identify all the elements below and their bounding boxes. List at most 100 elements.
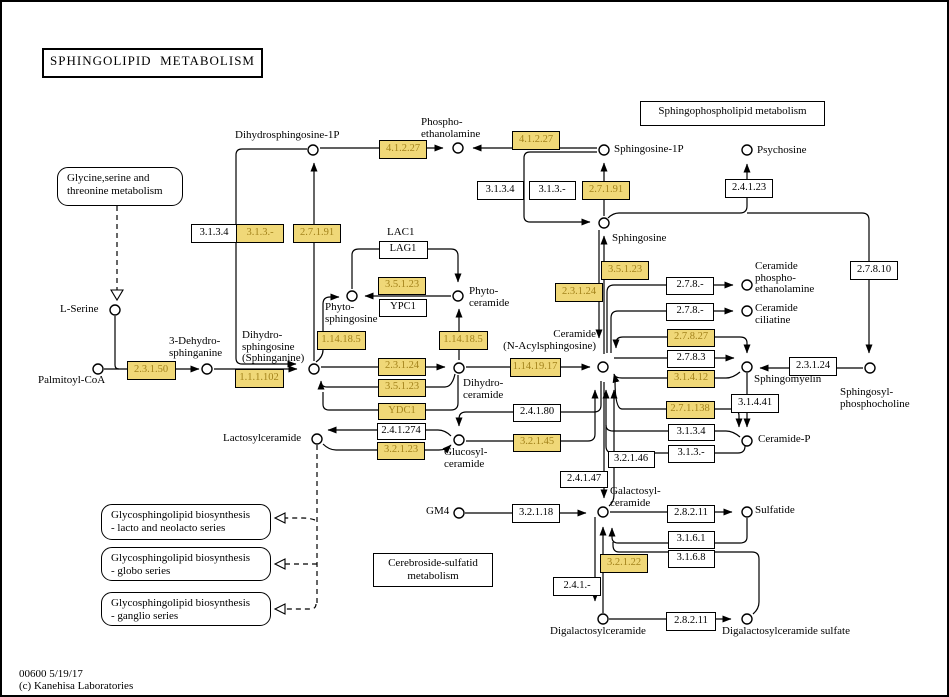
- compound-node-lactosylceramide[interactable]: [311, 433, 323, 445]
- enzyme-box-ypc1[interactable]: YPC1: [379, 299, 427, 317]
- pathway-link-sphingophospholipid-metabolism[interactable]: Sphingophospholipid metabolism: [640, 101, 825, 126]
- compound-label-dihydroceramide-line1: Dihydro-: [463, 377, 504, 389]
- compound-node-gm4[interactable]: [453, 507, 465, 519]
- pathway-link-glycosphingolipid-biosynthesis-globo-line2: - globo series: [111, 564, 171, 577]
- enzyme-box-3-1-3[interactable]: 3.1.3.-: [528, 180, 576, 200]
- pathway-link-glycosphingolipid-biosynthesis-lacto[interactable]: Glycosphingolipid biosynthesis - lacto an…: [101, 504, 271, 540]
- compound-node-sphingomyelin[interactable]: [741, 361, 753, 373]
- compound-node-sphingosine-1p[interactable]: [598, 144, 610, 156]
- compound-label-galactosylceramide-line1: Galactosyl-: [610, 485, 661, 497]
- enzyme-box-2-4-1-23[interactable]: 2.4.1.23: [725, 178, 773, 198]
- enzyme-box-3-1-3[interactable]: 3.1.3.-: [236, 223, 284, 243]
- compound-node-psychosine[interactable]: [741, 144, 753, 156]
- enzyme-box-3-1-3-4[interactable]: 3.1.3.4: [476, 180, 524, 200]
- enzyme-box-2-3-1-24[interactable]: 2.3.1.24: [555, 282, 603, 302]
- compound-label-galactosylceramide-line2: ceramide: [610, 496, 651, 509]
- enzyme-box-4-1-2-27[interactable]: 4.1.2.27: [379, 139, 427, 159]
- pathway-link-glycine-serine-threonine-metabolism[interactable]: Glycine,serine and threonine metabolism: [57, 167, 183, 206]
- enzyme-box-lag1[interactable]: LAG1: [378, 241, 428, 259]
- enzyme-box-2-7-1-91[interactable]: 2.7.1.91: [582, 180, 630, 200]
- pathway-link-sphingophospholipid-metabolism-line1: Sphingophospholipid metabolism: [658, 105, 807, 117]
- compound-label-sphingomyelin-line1: Sphingomyelin: [754, 373, 822, 385]
- compound-label-ceramide-line2: (N-Acylsphingosine): [503, 339, 596, 352]
- compound-node-phytoceramide[interactable]: [452, 290, 464, 302]
- enzyme-box-2-4-1-47[interactable]: 2.4.1.47: [560, 470, 608, 488]
- enzyme-box-2-8-2-11[interactable]: 2.8.2.11: [666, 611, 716, 631]
- compound-label-sphingosine-line1: Sphingosine: [612, 232, 667, 244]
- compound-label-ceramide-p-line1: Ceramide-P: [758, 433, 811, 445]
- enzyme-box-2-7-8-3[interactable]: 2.7.8.3: [667, 350, 715, 368]
- pathway-link-glycosphingolipid-biosynthesis-ganglio-line1: Glycosphingolipid biosynthesis: [111, 597, 251, 609]
- enzyme-box-2-8-2-11[interactable]: 2.8.2.11: [667, 505, 715, 523]
- compound-label-phospho-ethanolamine-line1: Phospho-: [421, 116, 463, 128]
- enzyme-box-3-2-1-46[interactable]: 3.2.1.46: [607, 450, 655, 468]
- compound-label-phytosphingosine-line2: sphingosine: [325, 312, 378, 325]
- footer-pathway-id: 00600 5/19/17: [19, 668, 83, 680]
- compound-node-ceramide[interactable]: [597, 361, 609, 373]
- compound-label-phytoceramide-line2: ceramide: [469, 296, 510, 309]
- enzyme-box-3-5-1-23[interactable]: 3.5.1.23: [378, 277, 426, 295]
- compound-label-gm4-line1: GM4: [426, 505, 450, 517]
- compound-node-ceramide-phosphoethanolamine[interactable]: [741, 279, 753, 291]
- enzyme-box-3-2-1-18[interactable]: 3.2.1.18: [512, 503, 560, 523]
- compound-label-ceramide-ciliatine-line2: ciliatine: [755, 313, 791, 326]
- compound-node-dihydrosphingosine-1p[interactable]: [307, 144, 319, 156]
- pathway-link-glycosphingolipid-biosynthesis-globo[interactable]: Glycosphingolipid biosynthesis - globo se…: [101, 547, 271, 581]
- enzyme-box-2-7-8[interactable]: 2.7.8.-: [666, 303, 714, 321]
- enzyme-box-3-1-6-8[interactable]: 3.1.6.8: [667, 550, 715, 568]
- enzyme-box-1-14-18-5[interactable]: 1.14.18.5: [316, 330, 366, 350]
- edge: [602, 389, 746, 454]
- compound-node-sphingosine[interactable]: [598, 217, 610, 229]
- enzyme-box-ydc1[interactable]: YDC1: [378, 402, 426, 420]
- compound-node-dihydrosphingosine[interactable]: [308, 363, 320, 375]
- enzyme-box-3-5-1-23[interactable]: 3.5.1.23: [601, 260, 649, 280]
- compound-node-phytosphingosine[interactable]: [346, 290, 358, 302]
- enzyme-box-2-7-1-138[interactable]: 2.7.1.138: [665, 401, 715, 419]
- enzyme-box-2-3-1-50[interactable]: 2.3.1.50: [126, 360, 176, 380]
- compound-node-sphingosylphosphocholine[interactable]: [864, 362, 876, 374]
- compound-node-digalactosylceramide[interactable]: [597, 613, 609, 625]
- enzyme-box-2-4-1-274[interactable]: 2.4.1.274: [376, 422, 426, 440]
- compound-node-phospho-ethanolamine[interactable]: [452, 142, 464, 154]
- enzyme-box-2-4-1[interactable]: 2.4.1.-: [553, 576, 601, 596]
- pathway-link-cerebroside-sulfatid-metabolism[interactable]: Cerebroside-sulfatid metabolism: [373, 553, 493, 587]
- enzyme-box-1-14-19-17[interactable]: 1.14.19.17: [509, 357, 561, 377]
- enzyme-box-3-1-3[interactable]: 3.1.3.-: [667, 445, 715, 463]
- enzyme-box-3-2-1-23[interactable]: 3.2.1.23: [377, 442, 425, 460]
- enzyme-box-2-3-1-24[interactable]: 2.3.1.24: [789, 356, 837, 376]
- enzyme-box-2-7-8[interactable]: 2.7.8.-: [666, 277, 714, 295]
- compound-node-ceramide-p[interactable]: [741, 435, 753, 447]
- gene-text-lac1[interactable]: LAC1: [387, 226, 415, 238]
- enzyme-box-2-7-8-10[interactable]: 2.7.8.10: [850, 260, 898, 280]
- compound-node-3-dehydrosphinganine[interactable]: [201, 363, 213, 375]
- page-title: SPHINGOLIPID METABOLISM: [42, 48, 263, 78]
- enzyme-box-1-14-18-5[interactable]: 1.14.18.5: [438, 330, 488, 350]
- compound-node-dihydroceramide[interactable]: [453, 362, 465, 374]
- enzyme-box-3-1-3-4[interactable]: 3.1.3.4: [190, 223, 238, 243]
- enzyme-box-4-1-2-27[interactable]: 4.1.2.27: [512, 130, 560, 150]
- compound-node-galactosylceramide[interactable]: [597, 506, 609, 518]
- enzyme-box-2-4-1-80[interactable]: 2.4.1.80: [513, 404, 561, 422]
- pathway-link-glycosphingolipid-biosynthesis-ganglio[interactable]: Glycosphingolipid biosynthesis - ganglio …: [101, 592, 271, 626]
- enzyme-box-1-1-1-102[interactable]: 1.1.1.102: [234, 368, 284, 388]
- enzyme-box-3-5-1-23[interactable]: 3.5.1.23: [378, 379, 426, 397]
- open-arrowhead-icon: [273, 603, 286, 615]
- enzyme-box-3-2-1-45[interactable]: 3.2.1.45: [513, 434, 561, 452]
- enzyme-box-3-2-1-22[interactable]: 3.2.1.22: [600, 553, 648, 573]
- enzyme-box-3-1-6-1[interactable]: 3.1.6.1: [667, 531, 715, 549]
- compound-node-palmitoyl-coa[interactable]: [92, 363, 104, 375]
- enzyme-box-3-1-4-41[interactable]: 3.1.4.41: [731, 393, 779, 413]
- enzyme-box-2-3-1-24[interactable]: 2.3.1.24: [378, 358, 426, 376]
- enzyme-box-2-7-1-91[interactable]: 2.7.1.91: [293, 223, 341, 243]
- enzyme-box-3-1-3-4[interactable]: 3.1.3.4: [667, 423, 715, 441]
- enzyme-box-2-7-8-27[interactable]: 2.7.8.27: [667, 329, 715, 347]
- compound-node-ceramide-ciliatine[interactable]: [741, 305, 753, 317]
- enzyme-box-3-1-4-12[interactable]: 3.1.4.12: [667, 370, 715, 388]
- pathway-link-glycine-serine-threonine-metabolism-line2: threonine metabolism: [67, 184, 163, 197]
- compound-node-l-serine[interactable]: [109, 304, 121, 316]
- compound-node-sulfatide[interactable]: [741, 506, 753, 518]
- compound-node-digalactosylceramide-sulfate[interactable]: [741, 613, 753, 625]
- compound-label-sphingosylphosphocholine-line1: Sphingosyl-: [840, 386, 894, 398]
- compound-node-glucosylceramide[interactable]: [453, 434, 465, 446]
- compound-label-glucosylceramide-line2: ceramide: [444, 457, 485, 470]
